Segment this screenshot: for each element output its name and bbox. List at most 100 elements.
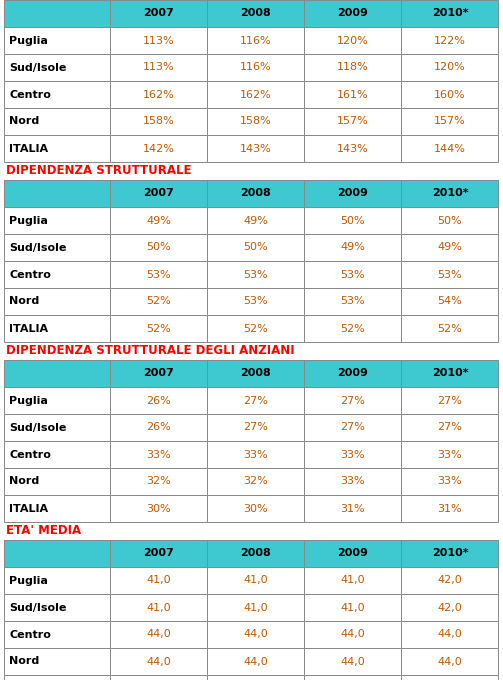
Text: 52%: 52% — [146, 324, 172, 333]
Text: 160%: 160% — [434, 90, 466, 99]
Bar — [401, 441, 498, 468]
Text: 116%: 116% — [240, 63, 272, 73]
Text: Puglia: Puglia — [9, 396, 48, 405]
Text: Sud/Isole: Sud/Isole — [9, 243, 66, 252]
Bar — [207, 81, 304, 108]
Text: 44,0: 44,0 — [243, 656, 268, 666]
Text: ITALIA: ITALIA — [9, 143, 48, 154]
Text: 26%: 26% — [146, 396, 172, 405]
Text: 26%: 26% — [146, 422, 172, 432]
Bar — [111, 261, 207, 288]
Text: 2009: 2009 — [338, 188, 368, 199]
Bar — [111, 288, 207, 315]
Bar — [4, 567, 111, 594]
Text: 50%: 50% — [341, 216, 365, 226]
Bar — [304, 540, 401, 567]
Text: 33%: 33% — [438, 477, 462, 486]
Text: 2009: 2009 — [338, 549, 368, 558]
Bar — [304, 27, 401, 54]
Text: 162%: 162% — [143, 90, 175, 99]
Text: 49%: 49% — [146, 216, 172, 226]
Bar — [4, 360, 111, 387]
Text: 44,0: 44,0 — [438, 630, 462, 639]
Bar — [111, 675, 207, 680]
Text: 27%: 27% — [438, 396, 462, 405]
Text: 41,0: 41,0 — [147, 575, 171, 585]
Text: Nord: Nord — [9, 477, 39, 486]
Bar — [207, 315, 304, 342]
Text: 33%: 33% — [243, 449, 268, 460]
Bar — [111, 0, 207, 27]
Bar — [4, 594, 111, 621]
Text: Nord: Nord — [9, 296, 39, 307]
Text: 162%: 162% — [240, 90, 272, 99]
Text: 2008: 2008 — [240, 549, 271, 558]
Text: 30%: 30% — [243, 503, 268, 513]
Text: 53%: 53% — [438, 269, 462, 279]
Bar — [207, 54, 304, 81]
Text: 2007: 2007 — [143, 188, 175, 199]
Text: 49%: 49% — [438, 243, 462, 252]
Text: 2010*: 2010* — [432, 188, 468, 199]
Text: 122%: 122% — [434, 35, 466, 46]
Bar — [401, 468, 498, 495]
Bar — [111, 468, 207, 495]
Bar — [4, 108, 111, 135]
Text: 42,0: 42,0 — [438, 602, 462, 613]
Bar — [4, 675, 111, 680]
Bar — [111, 621, 207, 648]
Bar — [4, 27, 111, 54]
Bar — [4, 315, 111, 342]
Text: 157%: 157% — [434, 116, 466, 126]
Text: 118%: 118% — [337, 63, 369, 73]
Text: 44,0: 44,0 — [341, 656, 365, 666]
Text: Centro: Centro — [9, 269, 51, 279]
Bar — [4, 540, 111, 567]
Text: 2007: 2007 — [143, 549, 175, 558]
Text: 44,0: 44,0 — [243, 630, 268, 639]
Bar — [304, 675, 401, 680]
Bar — [4, 495, 111, 522]
Bar — [401, 621, 498, 648]
Bar — [304, 234, 401, 261]
Text: 27%: 27% — [243, 422, 269, 432]
Text: 33%: 33% — [341, 477, 365, 486]
Text: ETA' MEDIA: ETA' MEDIA — [6, 524, 81, 537]
Bar — [207, 288, 304, 315]
Bar — [401, 54, 498, 81]
Text: ITALIA: ITALIA — [9, 503, 48, 513]
Bar — [304, 261, 401, 288]
Bar — [401, 207, 498, 234]
Text: 54%: 54% — [438, 296, 462, 307]
Bar — [111, 108, 207, 135]
Bar — [4, 621, 111, 648]
Text: Centro: Centro — [9, 630, 51, 639]
Bar — [207, 495, 304, 522]
Text: Nord: Nord — [9, 116, 39, 126]
Text: 52%: 52% — [341, 324, 365, 333]
Bar — [304, 180, 401, 207]
Text: 158%: 158% — [143, 116, 175, 126]
Bar — [4, 81, 111, 108]
Text: 53%: 53% — [147, 269, 171, 279]
Bar — [111, 315, 207, 342]
Text: ITALIA: ITALIA — [9, 324, 48, 333]
Text: 27%: 27% — [341, 396, 365, 405]
Text: 33%: 33% — [147, 449, 171, 460]
Bar — [304, 54, 401, 81]
Text: Centro: Centro — [9, 90, 51, 99]
Bar — [111, 567, 207, 594]
Bar — [111, 441, 207, 468]
Bar — [304, 621, 401, 648]
Bar — [401, 27, 498, 54]
Bar — [304, 495, 401, 522]
Text: 2007: 2007 — [143, 9, 175, 18]
Bar — [207, 387, 304, 414]
Text: 49%: 49% — [243, 216, 269, 226]
Bar — [401, 648, 498, 675]
Bar — [304, 288, 401, 315]
Text: 41,0: 41,0 — [341, 575, 365, 585]
Bar — [4, 288, 111, 315]
Bar — [207, 414, 304, 441]
Text: 32%: 32% — [146, 477, 172, 486]
